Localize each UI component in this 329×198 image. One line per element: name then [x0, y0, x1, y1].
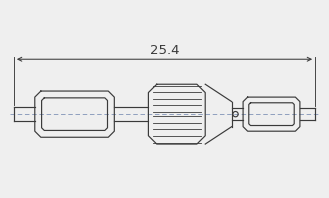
Text: 25.4: 25.4: [150, 44, 179, 57]
